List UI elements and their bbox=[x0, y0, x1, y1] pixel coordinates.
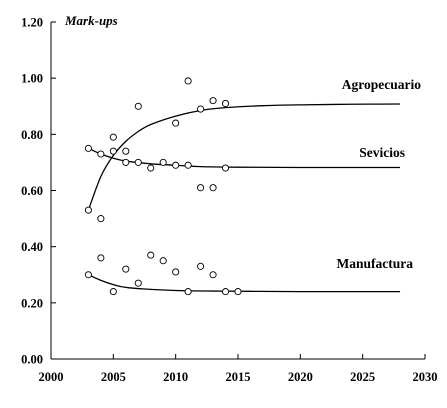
series-label: Manufactura bbox=[337, 256, 414, 271]
x-tick-label: 2025 bbox=[350, 370, 375, 384]
data-point bbox=[172, 161, 180, 169]
data-point bbox=[122, 265, 130, 273]
y-tick-label: 0.40 bbox=[21, 240, 43, 254]
data-point bbox=[197, 184, 205, 192]
data-point bbox=[134, 102, 142, 110]
fit-lines bbox=[87, 103, 401, 293]
data-point bbox=[197, 105, 205, 113]
data-point bbox=[172, 268, 180, 276]
data-point bbox=[147, 164, 155, 172]
y-tick-label: 0.00 bbox=[21, 353, 43, 367]
labels: Mark-ups 0.00 0.20 0.40 0.60 0.80 1.00 1.20 200… bbox=[21, 13, 437, 384]
y-axis-title: Mark-ups bbox=[64, 13, 118, 28]
data-point bbox=[209, 184, 217, 192]
data-point bbox=[184, 77, 192, 85]
data-point bbox=[109, 288, 117, 296]
data-point bbox=[134, 279, 142, 287]
data-point bbox=[184, 161, 192, 169]
axes bbox=[50, 21, 426, 360]
data-point bbox=[234, 288, 242, 296]
data-point bbox=[97, 150, 105, 158]
y-tick-label: 0.80 bbox=[21, 128, 43, 142]
data-point bbox=[134, 158, 142, 166]
data-point bbox=[159, 257, 167, 265]
x-tick-label: 2005 bbox=[101, 370, 126, 384]
data-point bbox=[97, 254, 105, 262]
fit-line bbox=[88, 274, 401, 293]
data-point bbox=[84, 144, 92, 152]
data-point bbox=[221, 99, 230, 107]
data-points bbox=[84, 77, 242, 296]
data-point bbox=[197, 262, 205, 270]
data-point bbox=[209, 97, 217, 105]
data-point bbox=[221, 288, 230, 296]
data-point bbox=[172, 119, 180, 127]
x-tick-label: 2010 bbox=[163, 370, 188, 384]
data-point bbox=[84, 271, 92, 279]
x-tick-label: 2020 bbox=[288, 370, 313, 384]
data-point bbox=[84, 206, 92, 214]
x-tick-label: 2000 bbox=[39, 370, 64, 384]
y-tick-label: 0.60 bbox=[21, 184, 43, 198]
data-point bbox=[221, 164, 230, 172]
data-point bbox=[159, 158, 167, 166]
data-point bbox=[184, 288, 192, 296]
y-tick-label: 0.20 bbox=[21, 296, 43, 310]
data-point bbox=[97, 215, 105, 223]
y-tick-label: 1.00 bbox=[21, 72, 43, 86]
series-label: Sevicios bbox=[359, 145, 405, 160]
x-tick-label: 2030 bbox=[413, 370, 438, 384]
data-point bbox=[122, 158, 130, 166]
y-tick-label: 1.20 bbox=[21, 16, 43, 30]
data-point bbox=[122, 147, 130, 155]
data-point bbox=[147, 251, 155, 259]
series-label: Agropecuario bbox=[342, 77, 421, 92]
data-point bbox=[209, 271, 217, 279]
data-point bbox=[109, 147, 117, 155]
x-tick-label: 2015 bbox=[226, 370, 251, 384]
data-point bbox=[109, 133, 117, 141]
fit-line bbox=[87, 103, 401, 211]
fit-line bbox=[88, 147, 401, 169]
